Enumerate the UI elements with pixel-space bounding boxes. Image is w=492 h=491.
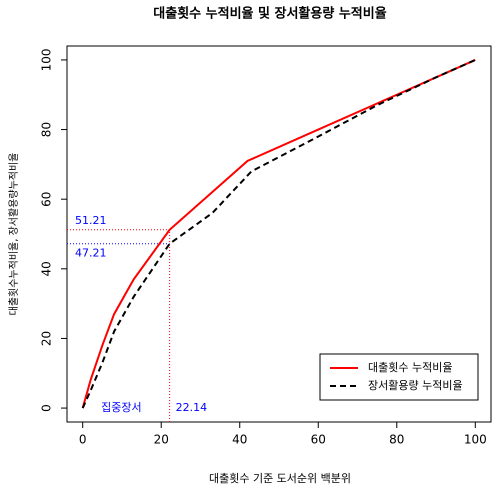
reference-label: 51.21 [75,214,107,227]
x-tick-label: 100 [464,433,487,447]
series-line [81,59,476,409]
y-tick-label: 80 [40,122,54,137]
x-tick-label: 0 [79,433,87,447]
x-tick-label: 80 [389,433,404,447]
y-tick-label: 0 [40,404,54,412]
y-tick-label: 20 [40,331,54,346]
series-line [81,59,476,409]
x-axis-label: 대출횟수 기준 도서순위 백분위 [209,472,351,485]
x-tick-label: 60 [311,433,326,447]
y-axis-label: 대출횟수누적비율, 장서활용량누적비율 [7,153,20,316]
annotation: 집중장서 [101,401,141,414]
reference-label: 47.21 [75,247,107,260]
x-tick-label: 20 [154,433,169,447]
chart-title: 대출횟수 누적비율 및 장서활용량 누적비율 [153,6,386,22]
plot-box [66,45,492,423]
legend-label: 대출횟수 누적비율 [368,361,452,374]
legend-label: 장서활용량 누적비율 [368,378,463,392]
x-tick-label: 40 [232,433,247,447]
y-tick-label: 40 [40,261,54,276]
reference-label: 22.14 [176,401,208,414]
y-tick-label: 100 [40,48,54,71]
legend-box [319,353,479,401]
y-tick-label: 60 [40,192,54,207]
